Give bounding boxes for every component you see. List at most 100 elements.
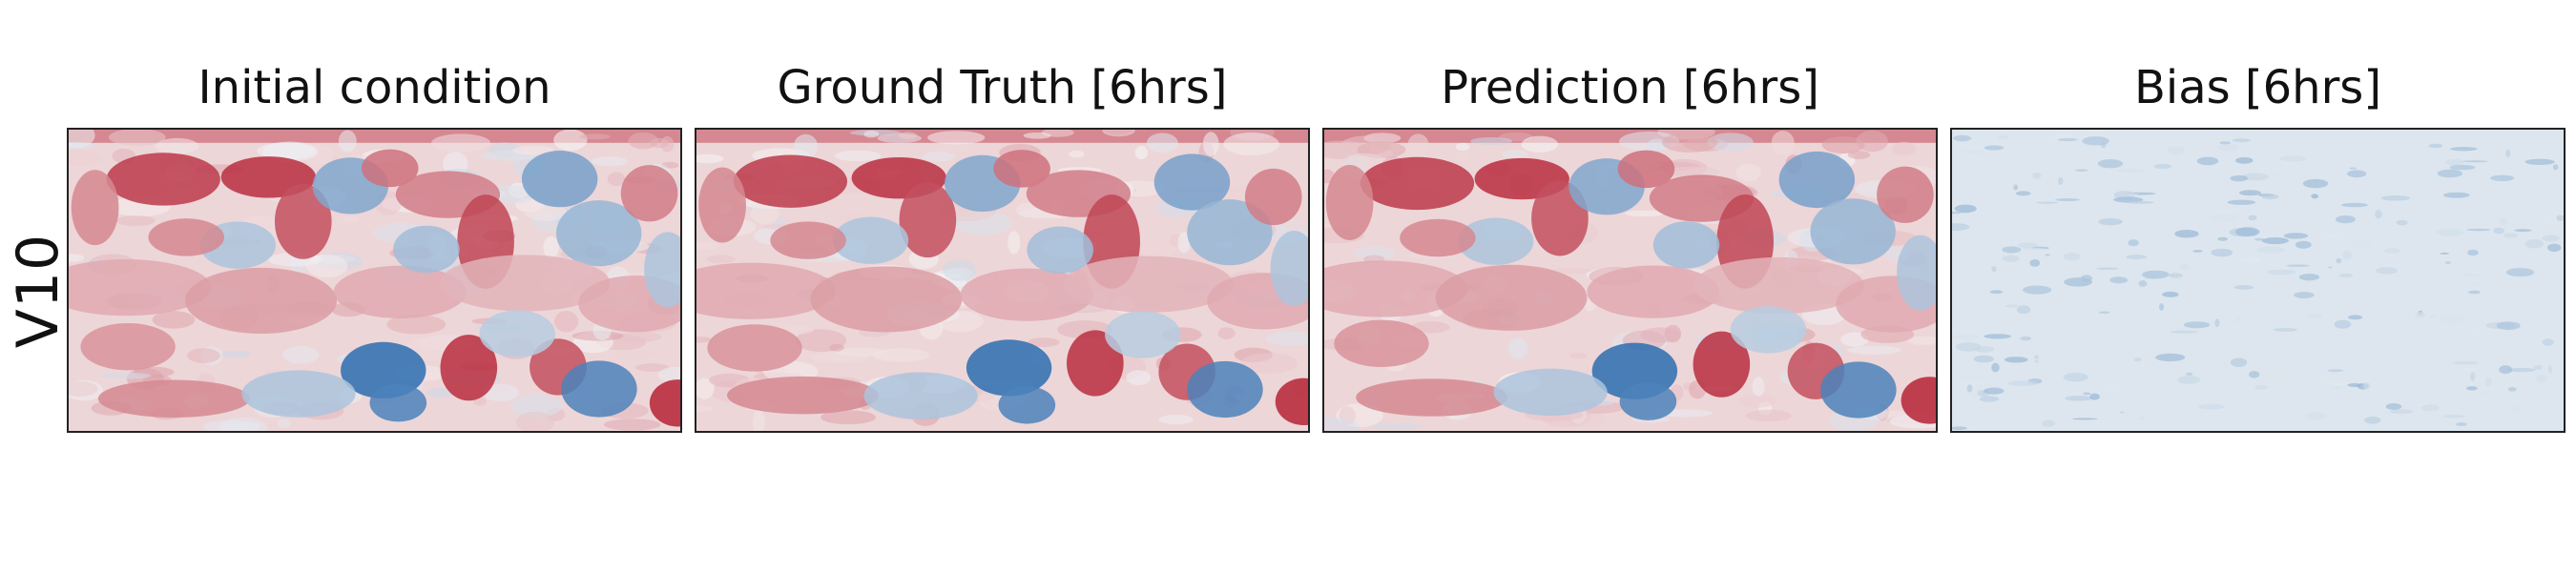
heatmap-cell bbox=[644, 232, 680, 308]
heatmap-cell bbox=[993, 150, 1050, 188]
heatmap-cell bbox=[1138, 237, 1173, 259]
heatmap-cell bbox=[2503, 233, 2519, 238]
heatmap-cell bbox=[2255, 246, 2286, 254]
heatmap-cell bbox=[185, 267, 338, 334]
heatmap-cell bbox=[2294, 292, 2315, 299]
heatmap-cell bbox=[2347, 315, 2363, 320]
heatmap-cell bbox=[2004, 357, 2028, 363]
heatmap-cell bbox=[2167, 146, 2185, 155]
heatmap-cell bbox=[1266, 331, 1308, 346]
heatmap-cell bbox=[649, 379, 680, 427]
heatmap-cell bbox=[1963, 149, 1984, 154]
heatmap-cell bbox=[1470, 136, 1513, 146]
heatmap-cell bbox=[2234, 315, 2240, 324]
heatmap-cell bbox=[2376, 267, 2398, 275]
heatmap-cell bbox=[2063, 252, 2081, 261]
heatmap-cell bbox=[2467, 249, 2479, 256]
heatmap-cell bbox=[2547, 364, 2552, 374]
heatmap-cell bbox=[2285, 264, 2311, 267]
heatmap-cell bbox=[810, 266, 963, 333]
heatmap-cell bbox=[543, 235, 559, 259]
heatmap-cell bbox=[1407, 133, 1429, 157]
heatmap-cell bbox=[2018, 247, 2046, 250]
heatmap-cell bbox=[2126, 193, 2139, 196]
heatmap-cell bbox=[440, 335, 498, 401]
heatmap-cell bbox=[1435, 264, 1588, 331]
heatmap-cell bbox=[69, 380, 98, 398]
heatmap-cell bbox=[2364, 416, 2381, 424]
heatmap-cell bbox=[1856, 130, 1888, 153]
heatmap-cell bbox=[2153, 163, 2172, 170]
heatmap-cell bbox=[69, 142, 95, 150]
heatmap-cell bbox=[1153, 153, 1231, 211]
heatmap-cell bbox=[579, 133, 611, 140]
heatmap-cell bbox=[2098, 311, 2110, 315]
heatmap-cell bbox=[620, 165, 678, 222]
heatmap-cell bbox=[1991, 266, 1997, 272]
heatmap-cell bbox=[1177, 232, 1191, 254]
heatmap-cell bbox=[635, 363, 670, 372]
heatmap-cell bbox=[2415, 311, 2426, 318]
heatmap-cell bbox=[1735, 163, 1761, 182]
heatmap-cell bbox=[2338, 273, 2354, 278]
heatmap-cell bbox=[706, 255, 737, 264]
heatmap-cell bbox=[1187, 360, 1263, 419]
heatmap-cell bbox=[553, 130, 588, 152]
heatmap-cell bbox=[2383, 248, 2400, 254]
heatmap-cell bbox=[696, 153, 724, 164]
heatmap-cell bbox=[2238, 257, 2261, 263]
heatmap-cell bbox=[1820, 361, 1897, 419]
heatmap-cell bbox=[1953, 134, 1972, 142]
heatmap-cell bbox=[2318, 379, 2343, 384]
heatmap-cell bbox=[1730, 306, 1807, 354]
heatmap-cell bbox=[1984, 334, 2012, 339]
heatmap-cell bbox=[1693, 256, 1864, 315]
heatmap-cell bbox=[2241, 173, 2270, 181]
heatmap-cell bbox=[1955, 342, 1982, 352]
heatmap-cell bbox=[2183, 321, 2211, 329]
heatmap-cell bbox=[108, 130, 166, 146]
heatmap-cell bbox=[2126, 255, 2148, 260]
heatmap-cell bbox=[1105, 130, 1133, 135]
heatmap-cell bbox=[2470, 372, 2476, 381]
heatmap-cell bbox=[2142, 270, 2170, 279]
heatmap-cell bbox=[2273, 174, 2279, 176]
heatmap-cell bbox=[257, 142, 316, 160]
heatmap-cell bbox=[733, 154, 848, 208]
heatmap-cell bbox=[1360, 156, 1475, 211]
heatmap-cell bbox=[2169, 273, 2183, 278]
heatmap-cell bbox=[614, 331, 662, 342]
heatmap-cell bbox=[2170, 330, 2199, 334]
heatmap-cell bbox=[2347, 170, 2367, 178]
heatmap-cell bbox=[1778, 151, 1856, 209]
heatmap-cell bbox=[512, 145, 554, 155]
heatmap-cell bbox=[274, 183, 332, 259]
heatmap-cell bbox=[2429, 315, 2436, 318]
heatmap-cell bbox=[1625, 210, 1665, 217]
heatmap-initial-condition bbox=[67, 128, 682, 433]
heatmap-cell bbox=[2440, 252, 2449, 255]
heatmap-cell bbox=[221, 350, 251, 358]
heatmap-cell bbox=[2089, 393, 2100, 400]
heatmap-cell bbox=[829, 343, 844, 352]
heatmap-cell bbox=[2211, 248, 2233, 257]
heatmap-cell bbox=[2155, 353, 2186, 362]
heatmap-cell bbox=[2230, 174, 2249, 182]
heatmap-cell bbox=[2217, 236, 2229, 241]
heatmap-cell bbox=[1244, 168, 1302, 226]
heatmap-cell bbox=[2007, 380, 2038, 386]
heatmap-cell bbox=[1897, 235, 1936, 311]
heatmap-cell bbox=[2133, 357, 2142, 362]
heatmap-cell bbox=[1027, 226, 1093, 274]
heatmap-cell bbox=[2444, 260, 2451, 265]
heatmap-cell bbox=[2321, 233, 2343, 237]
heatmap-cell bbox=[2186, 372, 2193, 376]
heatmap-cell bbox=[2334, 386, 2342, 390]
heatmap-cell bbox=[2456, 422, 2467, 426]
heatmap-cell bbox=[2349, 167, 2358, 170]
heatmap-cell bbox=[1334, 319, 1429, 367]
heatmap-cell bbox=[2109, 276, 2129, 284]
heatmap-cell bbox=[2306, 314, 2324, 319]
heatmap-cell bbox=[898, 132, 918, 139]
heatmap-cell bbox=[2082, 136, 2109, 146]
